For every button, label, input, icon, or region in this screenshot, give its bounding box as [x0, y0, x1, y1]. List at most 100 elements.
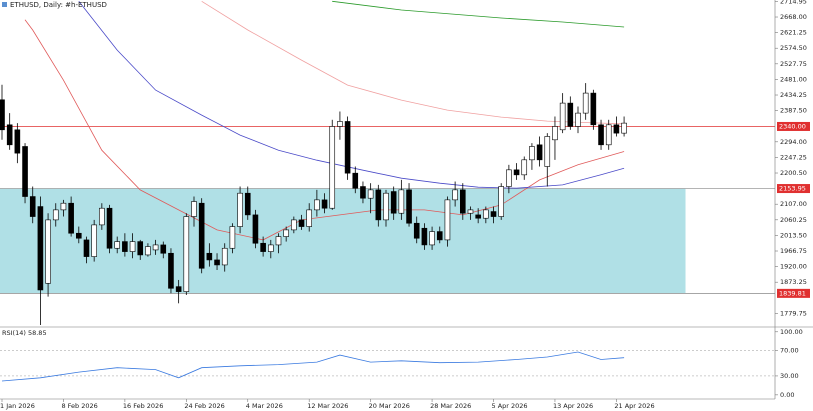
candle-body [529, 146, 535, 161]
candle-body [52, 209, 59, 221]
candle-body [237, 192, 243, 227]
candle-body [22, 146, 28, 197]
candle-body [475, 214, 481, 219]
candle-body [444, 199, 451, 241]
rsi-pane [0, 350, 775, 382]
candle-body [275, 236, 282, 246]
x-tick-label: 13 Apr 2026 [553, 402, 593, 410]
y-tick-label: 2294.00 [780, 138, 807, 146]
candle-body [452, 189, 458, 201]
candle-body [406, 189, 412, 224]
level-tag [777, 288, 810, 298]
candle-body [613, 124, 620, 134]
candle-body [45, 219, 51, 284]
moving-average [201, 0, 625, 125]
candle-body [14, 129, 21, 154]
candle-body [252, 214, 259, 244]
rsi-tick-label: 30.00 [780, 372, 799, 380]
candle-body [513, 169, 520, 176]
candle-body [344, 121, 351, 174]
candle-body [436, 231, 443, 241]
candle-body [367, 189, 374, 199]
candle-body [521, 159, 528, 176]
candle-body [575, 112, 581, 127]
y-tick-label: 2200.50 [780, 169, 807, 177]
chart-title: ETHUSD, Daily: #h-ETHUSD [10, 1, 107, 9]
rsi-label: RSI(14) 58.85 [2, 329, 47, 337]
symbol-icon [2, 2, 7, 7]
candle-body [76, 232, 82, 239]
candle-body [68, 202, 74, 234]
x-tick-label: 8 Feb 2026 [61, 402, 97, 410]
rsi-line [1, 351, 625, 382]
candle-body [467, 209, 474, 214]
rsi-tick-label: 70.00 [780, 347, 799, 355]
candle-body [99, 207, 105, 226]
level-label: 1839.81 [779, 289, 806, 297]
y-tick-label: 2574.50 [780, 44, 807, 52]
level-tag [777, 184, 810, 194]
candle-body [291, 219, 297, 231]
candle-body [129, 241, 136, 252]
candle-body [6, 124, 13, 146]
candle-body [559, 102, 566, 131]
candle-body [91, 224, 97, 257]
y-tick-label: 2527.75 [780, 60, 807, 68]
candle-body [221, 247, 228, 266]
x-tick-label: 20 Mar 2026 [369, 402, 410, 410]
candle-body [582, 92, 589, 114]
candle-body [544, 136, 551, 167]
candle-body [206, 252, 213, 261]
candle-body [621, 122, 627, 134]
candle-body [298, 219, 305, 227]
y-tick-label: 2714.95 [780, 0, 807, 5]
y-tick-label: 2387.50 [780, 107, 807, 115]
candle-body [459, 189, 466, 214]
level-tag [777, 121, 810, 131]
x-tick-label: 4 Mar 2026 [246, 402, 283, 410]
candle-body [168, 252, 174, 289]
rsi-tick-label: 0.00 [780, 391, 794, 399]
candle-body [60, 202, 67, 211]
candle-body [122, 241, 128, 252]
candle-body [605, 124, 612, 146]
y-tick-label: 1920.00 [780, 263, 807, 271]
x-tick-label: 1 Jan 2026 [0, 402, 35, 410]
y-tick-label: 1779.75 [780, 309, 807, 317]
candle-body [352, 172, 359, 189]
candle-body [390, 191, 397, 214]
candle-body [483, 209, 489, 219]
candle-body [83, 239, 90, 257]
y-tick-label: 2247.25 [780, 153, 807, 161]
candle-body [198, 202, 205, 269]
candle-body [490, 211, 497, 217]
x-tick-label: 21 Apr 2026 [614, 402, 654, 410]
candle-body [214, 259, 220, 266]
price-pane [0, 0, 775, 325]
candle-body [229, 226, 236, 249]
y-tick-label: 2621.25 [780, 29, 807, 37]
rsi-tick-label: 100.00 [780, 328, 803, 336]
candle-body [598, 124, 604, 146]
x-tick-label: 28 Mar 2026 [430, 402, 471, 410]
candle-body [29, 196, 36, 217]
candle-body [360, 186, 366, 199]
y-tick-label: 2481.00 [780, 75, 807, 83]
candle-body [260, 242, 266, 252]
candle-body [114, 241, 120, 249]
candle-body [536, 144, 543, 161]
candle-body [375, 189, 382, 221]
zone [0, 188, 686, 294]
candle-body [106, 207, 113, 249]
candle-body [498, 186, 505, 217]
candle-body [145, 246, 151, 256]
candle-body [160, 244, 167, 254]
candle-body [506, 169, 512, 187]
candle-body [37, 206, 44, 291]
moving-average [332, 0, 625, 28]
candle-body [429, 231, 435, 246]
candle-body [283, 229, 289, 237]
x-tick-label: 24 Feb 2026 [184, 402, 224, 410]
